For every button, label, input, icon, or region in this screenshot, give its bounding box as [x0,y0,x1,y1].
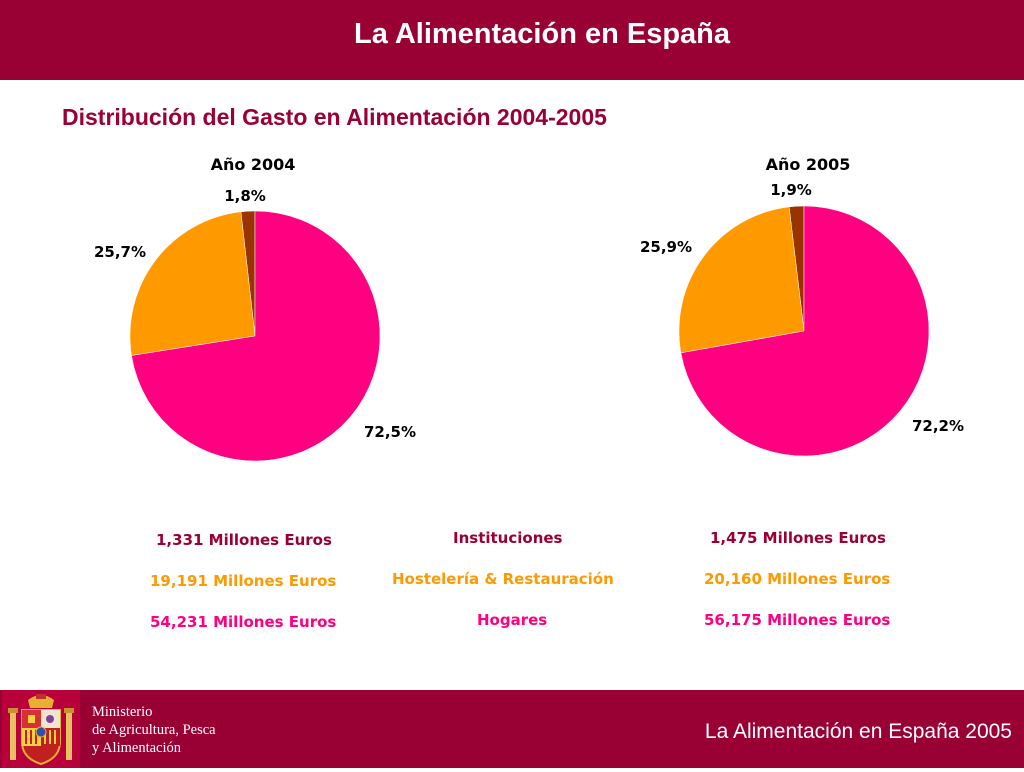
header-title: La Alimentación en España [354,18,731,50]
legend-label-hosteleria: Hostelería & Restauración [392,570,614,588]
legend-2005-instituciones: 1,475 Millones Euros [710,529,886,547]
legend-label-hogares: Hogares [477,611,548,629]
page-subtitle: Distribución del Gasto en Alimentación 2… [62,104,607,130]
coat-of-arms-icon [8,694,74,766]
pie-chart-2004: Año 2004 1,8% 25,7% 72,5% [94,155,416,462]
footer-bar: Ministerio de Agricultura, Pesca y Alime… [0,690,1024,768]
pie-label-instituciones-2004: 1,8% [224,187,266,205]
pie-label-hosteleria-2004: 25,7% [94,243,146,261]
coat-of-arms-logo [2,690,80,768]
footer-title: La Alimentación en España 2005 [704,720,1012,743]
pie-slice-hogares-2004 [131,210,381,462]
pie-title-2005: Año 2005 [766,155,851,174]
pie-label-hosteleria-2005: 25,9% [640,238,692,256]
pie-chart-2005: Año 2005 1,9% 25,9% 72,2% [640,155,964,457]
legend-2004-hogares: 54,231 Millones Euros [150,613,337,631]
ministry-line-1: Ministerio [92,704,153,720]
legend-label-instituciones: Instituciones [453,529,563,547]
ministry-name: Ministerio de Agricultura, Pesca y Alime… [92,703,216,757]
ministry-line-2: de Agricultura, Pesca [92,722,216,738]
legend-2005-hogares: 56,175 Millones Euros [704,611,891,629]
pie-slice-hogares-2005 [680,205,930,457]
pie-charts: Año 2004 1,8% 25,7% 72,5% Año 2005 1,9% 25,… [94,155,964,462]
header-bar: La Alimentación en España [0,0,1024,80]
pie-slice-hosteleria-2005 [678,206,805,354]
pie-label-hogares-2005: 72,2% [912,417,964,435]
pie-label-hogares-2004: 72,5% [364,423,416,441]
legend-2004-hosteleria: 19,191 Millones Euros [150,572,337,590]
pie-title-2004: Año 2004 [211,155,296,174]
legend-2005-hosteleria: 20,160 Millones Euros [704,570,891,588]
pie-label-instituciones-2005: 1,9% [770,181,812,199]
pie-slice-hosteleria-2004 [129,211,256,356]
ministry-line-3: y Alimentación [92,740,181,756]
legend-2004-instituciones: 1,331 Millones Euros [156,531,332,549]
